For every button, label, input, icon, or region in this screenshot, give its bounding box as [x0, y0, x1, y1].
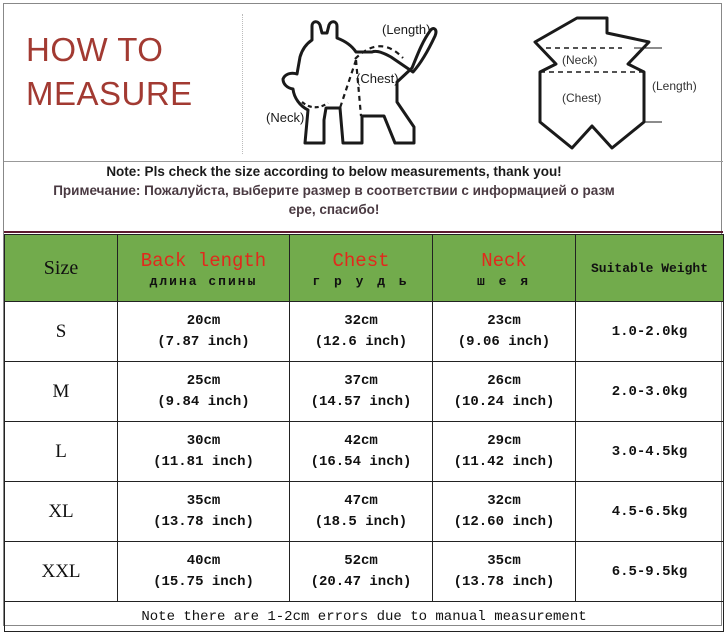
svg-text:(Neck): (Neck) [266, 110, 304, 125]
svg-text:(Length): (Length) [652, 79, 697, 93]
svg-text:(Length): (Length) [382, 22, 430, 37]
svg-text:(Chest): (Chest) [356, 71, 399, 86]
svg-text:(Chest): (Chest) [562, 91, 601, 105]
svg-text:(Neck): (Neck) [562, 53, 597, 67]
